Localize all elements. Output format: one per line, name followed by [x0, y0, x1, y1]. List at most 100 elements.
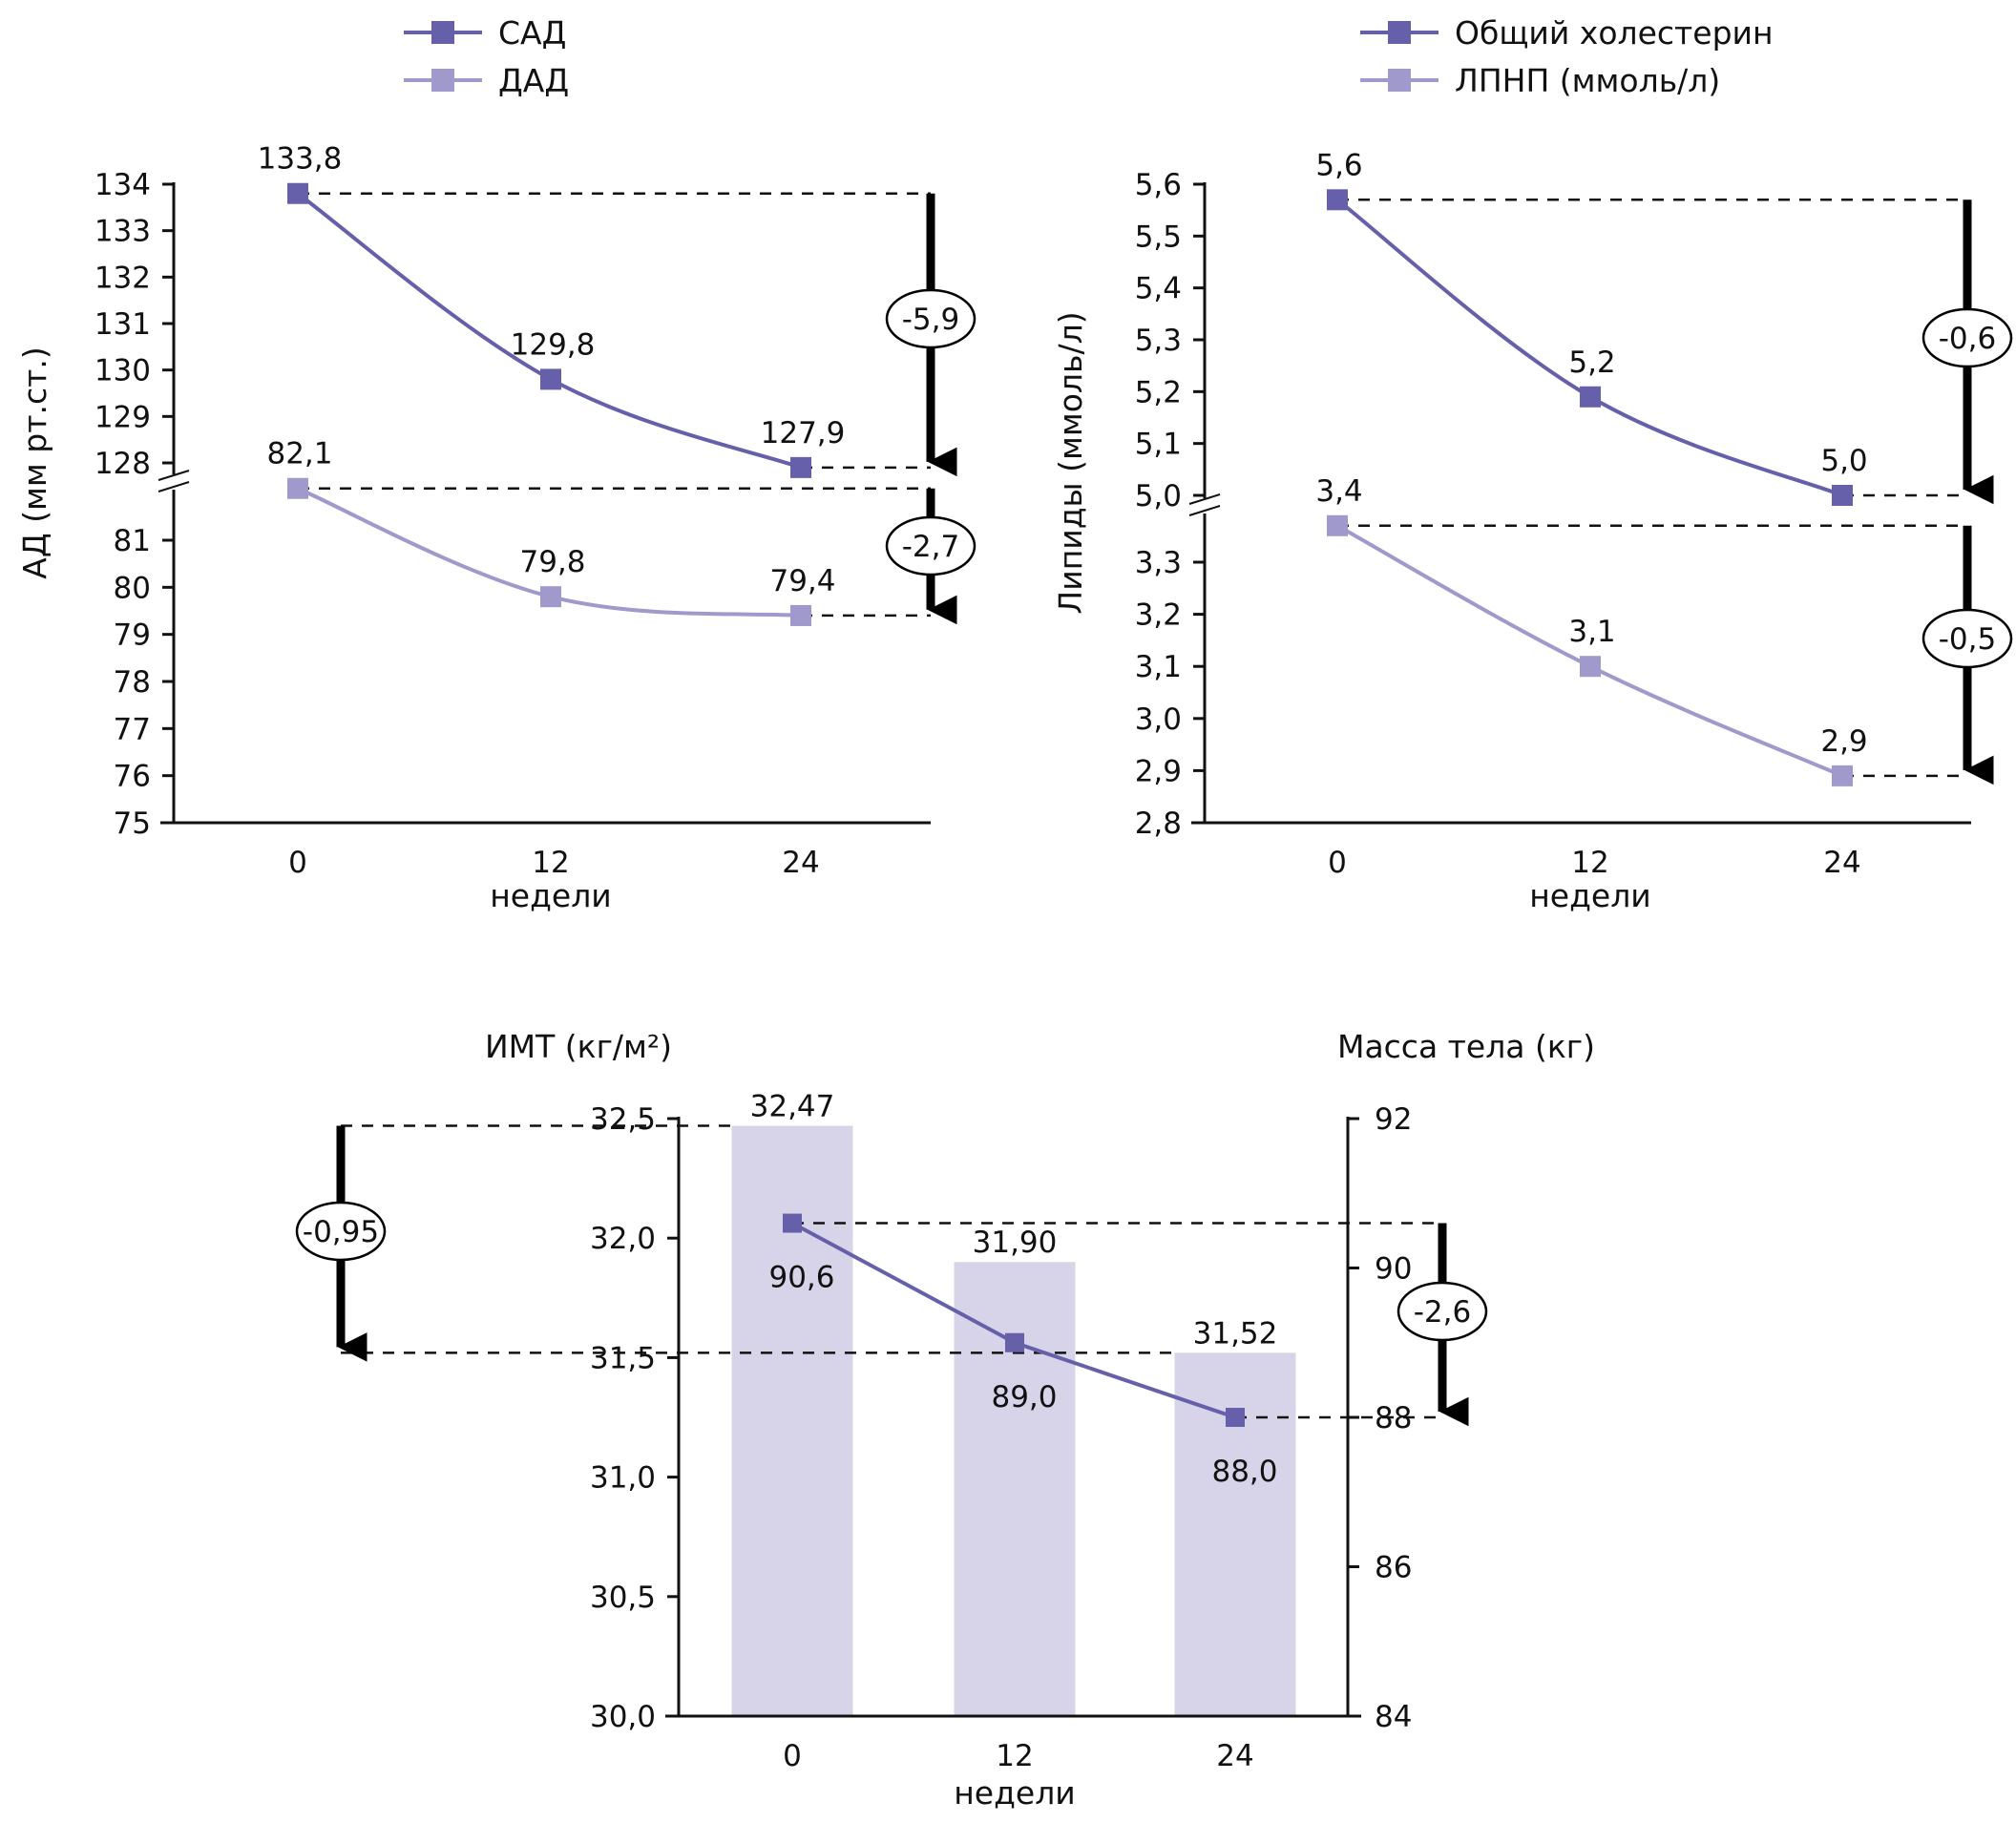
y-tick-label: 131 — [94, 307, 151, 342]
delta-value: -5,9 — [902, 303, 960, 337]
left-y-tick-label: 32,0 — [590, 1222, 656, 1256]
y-tick-label: 75 — [114, 807, 151, 841]
y-tick-label: 5,6 — [1135, 168, 1182, 202]
y-tick-label: 5,0 — [1135, 479, 1182, 513]
x-axis-title: недели — [1529, 877, 1651, 914]
delta-badge — [885, 288, 976, 349]
legend: САД ДАД — [404, 14, 569, 99]
data-label: 133,8 — [258, 142, 343, 177]
data-label: 129,8 — [511, 327, 596, 362]
delta-badge — [1922, 608, 2013, 669]
y-axis-title: АД (мм рт.ст.) — [16, 346, 53, 578]
data-label: 3,1 — [1568, 615, 1615, 649]
delta-value: -0,95 — [303, 1215, 379, 1249]
lipids-chart: Общий холестерин ЛПНП (ммоль/л) Липиды (… — [1052, 14, 2013, 914]
legend-label-total-cholesterol: Общий холестерин — [1455, 14, 1774, 52]
data-point — [1580, 386, 1601, 408]
bmi-bar — [1174, 1352, 1296, 1716]
data-point — [790, 456, 811, 478]
delta-badge — [1396, 1281, 1488, 1342]
x-tick-label: 24 — [1216, 1739, 1253, 1773]
legend-item-sad: САД — [404, 14, 566, 52]
legend-marker-sad — [431, 21, 454, 44]
y-tick-label: 129 — [94, 400, 151, 434]
right-y-tick-label: 84 — [1375, 1700, 1412, 1734]
y-tick-label: 78 — [114, 665, 151, 700]
legend: Общий холестерин ЛПНП (ммоль/л) — [1360, 14, 1774, 99]
data-point — [790, 604, 811, 626]
legend-label-sad: САД — [498, 14, 566, 52]
x-tick-label: 12 — [532, 846, 569, 880]
x-tick-label: 24 — [782, 846, 819, 880]
y-tick-label: 3,3 — [1135, 546, 1182, 580]
weight-value-label: 89,0 — [991, 1380, 1057, 1414]
x-axis-title: недели — [490, 877, 612, 914]
data-label: 5,2 — [1568, 346, 1615, 380]
y-tick-label: 5,4 — [1135, 272, 1182, 306]
weight-delta-annotation: -2,6 — [1396, 1223, 1488, 1427]
data-point — [287, 182, 308, 204]
x-axis-title: недели — [954, 1774, 1076, 1812]
delta-value: -2,6 — [1414, 1295, 1472, 1330]
delta-annotation: -0,5 — [1922, 525, 2013, 786]
data-point — [1580, 656, 1601, 678]
y-tick-label: 2,8 — [1135, 807, 1182, 841]
y-tick-label: 81 — [114, 524, 151, 558]
delta-value: -0,6 — [1939, 322, 1997, 356]
y-axis-title: Липиды (ммоль/л) — [1052, 311, 1089, 614]
data-point — [1832, 765, 1853, 786]
weight-value-label: 88,0 — [1211, 1455, 1277, 1489]
y-tick-label: 5,2 — [1135, 375, 1182, 409]
y-tick-label: 80 — [114, 571, 151, 605]
axis-break-mark — [158, 470, 190, 481]
delta-value: -0,5 — [1939, 622, 1997, 657]
data-point — [287, 477, 308, 499]
data-point — [540, 586, 561, 608]
y-tick-label: 77 — [114, 712, 151, 746]
y-tick-label: 5,3 — [1135, 324, 1182, 358]
delta-annotation: -0,6 — [1922, 199, 2013, 505]
plot-area: 128 129 130 131 132 133 134 75 76 77 78 79 80 81 0 12 24… — [94, 142, 976, 880]
data-point — [540, 368, 561, 390]
bmi-value-label: 31,90 — [973, 1226, 1058, 1260]
x-tick-label: 12 — [996, 1739, 1033, 1773]
weight-point — [1005, 1332, 1024, 1352]
y-tick-label: 3,2 — [1135, 598, 1182, 633]
legend-label-dad: ДАД — [498, 62, 569, 99]
left-y-tick-label: 31,0 — [590, 1461, 656, 1496]
y-tick-label: 79 — [114, 618, 151, 653]
data-label: 5,0 — [1820, 444, 1867, 478]
weight-point — [1226, 1408, 1245, 1427]
legend-item-dad: ДАД — [404, 62, 569, 99]
y-tick-label: 3,1 — [1135, 650, 1182, 684]
x-tick-label: 0 — [783, 1739, 802, 1773]
left-y-tick-label: 31,5 — [590, 1341, 656, 1375]
legend-marker-total-cholesterol — [1388, 21, 1411, 44]
series-line-1 — [1336, 524, 1843, 778]
axis-break-mark — [1188, 505, 1221, 516]
delta-badge — [885, 515, 976, 576]
x-tick-label: 0 — [288, 846, 307, 880]
legend-marker-dad — [431, 69, 454, 92]
bmi-value-label: 32,47 — [750, 1090, 835, 1124]
data-label: 82,1 — [266, 437, 332, 471]
y-tick-label: 3,0 — [1135, 702, 1182, 737]
data-label: 127,9 — [761, 416, 846, 451]
y-tick-label: 76 — [114, 760, 151, 794]
legend-marker-ldl — [1388, 69, 1411, 92]
delta-badge — [1922, 307, 2013, 368]
right-y-tick-label: 90 — [1375, 1252, 1412, 1287]
y-tick-label: 134 — [94, 168, 151, 202]
y-tick-label: 128 — [94, 447, 151, 481]
data-point — [1832, 485, 1853, 506]
left-axis-title: ИМТ (кг/м²) — [485, 1028, 672, 1065]
x-tick-label: 12 — [1571, 846, 1608, 880]
y-tick-label: 2,9 — [1135, 754, 1182, 788]
blood-pressure-chart: САД ДАД АД (мм рт.ст.) 128 129 130 131 132 13… — [16, 14, 976, 914]
data-point — [1327, 514, 1348, 536]
x-tick-label: 0 — [1328, 846, 1347, 880]
delta-value: -2,7 — [902, 530, 960, 564]
delta-badge — [295, 1201, 387, 1262]
